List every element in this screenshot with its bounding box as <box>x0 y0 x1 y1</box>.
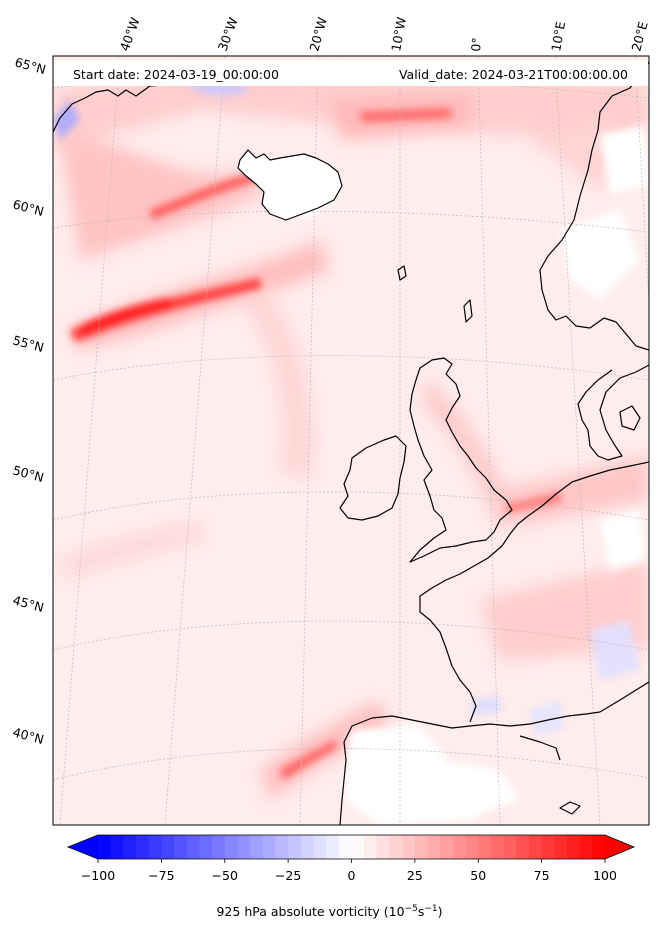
colorbar-segment <box>566 835 581 859</box>
colorbar-tick-label: −100 <box>81 868 115 883</box>
colorbar-title-exp1: −5 <box>404 904 418 914</box>
colorbar-segment <box>465 835 479 859</box>
colorbar-tick-label: 75 <box>534 868 550 883</box>
graticule <box>53 56 649 825</box>
colorbar-segment <box>136 835 150 859</box>
lat-label-40n: 40°N <box>11 724 45 747</box>
lat-label-60n: 60°N <box>11 196 45 219</box>
colorbar-segment <box>199 835 213 859</box>
colorbar-title-prefix: 925 hPa absolute vorticity (10 <box>216 904 405 920</box>
colorbar-segment <box>427 835 441 859</box>
coastlines <box>53 61 649 825</box>
colorbar-segment <box>440 835 454 859</box>
colorbar-segment <box>528 835 543 859</box>
colorbar-tick-label: −75 <box>148 868 174 883</box>
lat-label-65n: 65°N <box>13 54 47 77</box>
start-date-label: Start date: 2024-03-19_00:00:00 <box>73 67 279 82</box>
colorbar-segment <box>490 835 505 859</box>
colorbar-segment <box>402 835 416 859</box>
colorbar-segment <box>478 835 492 859</box>
valid-date-label: Valid_date: 2024-03-21T00:00:00.00 <box>399 67 628 82</box>
colorbar-title: 925 hPa absolute vorticity (10−5s−1) <box>0 904 659 919</box>
colorbar-title-unit: s <box>417 904 425 920</box>
colorbar-segment <box>123 835 137 859</box>
lon-label-0: 0° <box>468 37 484 52</box>
colorbar-title-suffix: ) <box>437 904 443 920</box>
colorbar-segments <box>98 835 606 859</box>
colorbar-segment <box>288 835 302 859</box>
colorbar-segment <box>98 835 112 859</box>
colorbar-segment <box>389 835 403 859</box>
map-panel <box>53 56 649 825</box>
colorbar-segment <box>326 835 340 859</box>
header-band <box>54 60 648 86</box>
colorbar-segment <box>237 835 251 859</box>
colorbar-segment <box>262 835 276 859</box>
lon-label-10e: 10°E <box>548 20 568 52</box>
colorbar-segment <box>541 835 555 859</box>
colorbar-segment <box>224 835 238 859</box>
colorbar-tick-label: 0 <box>348 868 356 883</box>
lat-label-45n: 45°N <box>11 592 45 615</box>
colorbar-segment <box>212 835 226 859</box>
lon-label-40w: 40°W <box>117 15 143 53</box>
colorbar-segment <box>516 835 530 859</box>
colorbar-segment <box>579 835 593 859</box>
colorbar-segment <box>174 835 188 859</box>
colorbar-segment <box>161 835 175 859</box>
colorbar-segment <box>148 835 162 859</box>
colorbar-segment <box>313 835 327 859</box>
colorbar-segment <box>275 835 289 859</box>
colorbar-segment <box>592 835 606 859</box>
colorbar-extend-low <box>68 835 98 859</box>
colorbar-tick-label: 50 <box>470 868 486 883</box>
lat-label-50n: 50°N <box>11 462 45 485</box>
colorbar-segment <box>503 835 517 859</box>
colorbar-segment <box>452 835 467 859</box>
colorbar-segment <box>376 835 391 859</box>
colorbar-tick-label: 25 <box>407 868 423 883</box>
map-frame <box>52 55 650 826</box>
colorbar-segment <box>338 835 352 859</box>
colorbar: −100 −75 −50 −25 0 25 50 75 100 <box>66 834 636 883</box>
colorbar-segment <box>250 835 264 859</box>
colorbar-extend-high <box>605 835 634 859</box>
lon-label-20e: 20°E <box>628 20 650 53</box>
lon-label-30w: 30°W <box>215 15 241 53</box>
lon-label-20w: 20°W <box>306 16 329 53</box>
colorbar-tick-label: −25 <box>275 868 301 883</box>
colorbar-segment <box>351 835 365 859</box>
colorbar-segment <box>110 835 124 859</box>
vorticity-field <box>53 70 649 825</box>
colorbar-segment <box>364 835 378 859</box>
colorbar-title-exp2: −1 <box>424 904 438 914</box>
colorbar-segment <box>554 835 568 859</box>
colorbar-tick-label: 100 <box>593 868 617 883</box>
colorbar-segment <box>186 835 200 859</box>
lat-label-55n: 55°N <box>11 332 45 355</box>
lon-label-10w: 10°W <box>388 16 409 53</box>
colorbar-tick-label: −50 <box>212 868 238 883</box>
colorbar-segment <box>300 835 314 859</box>
colorbar-segment <box>414 835 429 859</box>
